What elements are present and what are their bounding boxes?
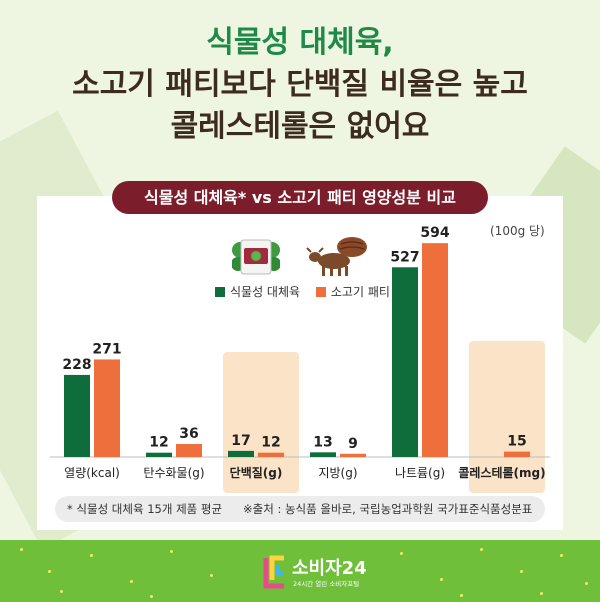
data-label-4-1: 594 bbox=[420, 225, 449, 241]
category-label-3: 지방(g) bbox=[318, 466, 357, 480]
grass-dot bbox=[520, 570, 523, 573]
grass-dot bbox=[440, 578, 443, 581]
legend-item-beef: 소고기 패티 bbox=[315, 283, 390, 300]
bar-2-0 bbox=[228, 450, 254, 457]
grass-dot bbox=[460, 594, 463, 597]
legend-item-plant: 식물성 대체육 bbox=[215, 283, 300, 300]
bar-3-1 bbox=[340, 453, 366, 457]
chart-legend: 식물성 대체육 소고기 패티 bbox=[215, 283, 402, 300]
grass-dot bbox=[560, 554, 563, 557]
brand-name: 소비자24 bbox=[292, 558, 367, 579]
grass-dot bbox=[480, 548, 483, 551]
data-label-0-0: 228 bbox=[62, 357, 91, 373]
brand-tagline: 24시간 열린 소비자포털 bbox=[293, 580, 360, 588]
legend-label-beef: 소고기 패티 bbox=[330, 285, 390, 299]
headline-line-2: 소고기 패티보다 단백질 비율은 높고 bbox=[72, 67, 528, 102]
brand-mark-icon bbox=[263, 555, 284, 589]
data-label-1-0: 12 bbox=[149, 435, 168, 451]
grass-dot bbox=[150, 595, 153, 598]
grass-dot bbox=[585, 582, 588, 585]
data-label-3-1: 9 bbox=[348, 436, 358, 452]
unit-note: (100g 당) bbox=[490, 224, 545, 238]
data-label-0-1: 271 bbox=[92, 341, 121, 357]
bar-0-0 bbox=[64, 374, 90, 457]
cow-with-beef-patty-icon bbox=[306, 237, 367, 276]
bar-2-1 bbox=[258, 452, 284, 457]
legend-swatch-plant bbox=[215, 286, 225, 297]
legend-swatch-beef bbox=[315, 286, 326, 297]
data-label-2-0: 17 bbox=[231, 433, 250, 449]
bar-5-1 bbox=[504, 451, 530, 457]
headline-line-3: 콜레스테롤은 없어요 bbox=[170, 109, 430, 144]
category-label-5: 콜레스테롤(mg) bbox=[458, 465, 545, 480]
data-label-1-1: 36 bbox=[179, 426, 198, 442]
grass-dot bbox=[210, 574, 213, 577]
data-label-4-0: 527 bbox=[390, 249, 419, 265]
footnote-source: ※출처 : 농식품 올바로, 국립농업과학원 국가표준식품성분표 bbox=[243, 502, 533, 516]
headline-line-1: 식물성 대체육, bbox=[206, 25, 394, 60]
footnote-sample: * 식물성 대체육 15개 제품 평균 bbox=[67, 502, 223, 516]
category-label-2: 단백질(g) bbox=[230, 465, 283, 480]
data-label-5-1: 15 bbox=[507, 434, 526, 450]
bar-1-0 bbox=[146, 452, 172, 457]
grass-dot bbox=[48, 570, 51, 573]
grass-dot bbox=[90, 554, 93, 557]
brand-logo: 소비자24 24시간 열린 소비자포털 bbox=[262, 552, 382, 592]
bar-3-0 bbox=[310, 452, 336, 457]
grass-dot bbox=[540, 592, 543, 595]
grass-dot bbox=[400, 552, 403, 555]
grass-dot bbox=[130, 580, 133, 583]
category-label-1: 탄수화물(g) bbox=[143, 466, 204, 480]
bar-4-0 bbox=[392, 267, 418, 457]
data-label-3-0: 13 bbox=[313, 434, 332, 450]
chart-title: 식물성 대체육* vs 소고기 패티 영양성분 비교 bbox=[112, 181, 488, 214]
footnote-bar: * 식물성 대체육 15개 제품 평균 ※출처 : 농식품 올바로, 국립농업과… bbox=[55, 496, 545, 522]
data-label-2-1: 12 bbox=[261, 435, 280, 451]
bar-0-1 bbox=[94, 359, 120, 457]
grass-dot bbox=[170, 550, 173, 553]
highlight-panel-2 bbox=[223, 352, 299, 493]
headline: 식물성 대체육, 소고기 패티보다 단백질 비율은 높고 콜레스테롤은 없어요 bbox=[0, 22, 600, 148]
bar-4-1 bbox=[422, 243, 448, 457]
category-label-0: 열량(kcal) bbox=[64, 466, 120, 480]
grass-dot bbox=[20, 548, 23, 551]
bar-1-1 bbox=[176, 444, 202, 457]
category-label-4: 나트륨(g) bbox=[395, 466, 445, 480]
grass-footer bbox=[0, 540, 600, 602]
legend-label-plant: 식물성 대체육 bbox=[230, 285, 301, 299]
grass-dot bbox=[60, 590, 63, 593]
plant-based-patty-package-icon bbox=[232, 239, 280, 275]
